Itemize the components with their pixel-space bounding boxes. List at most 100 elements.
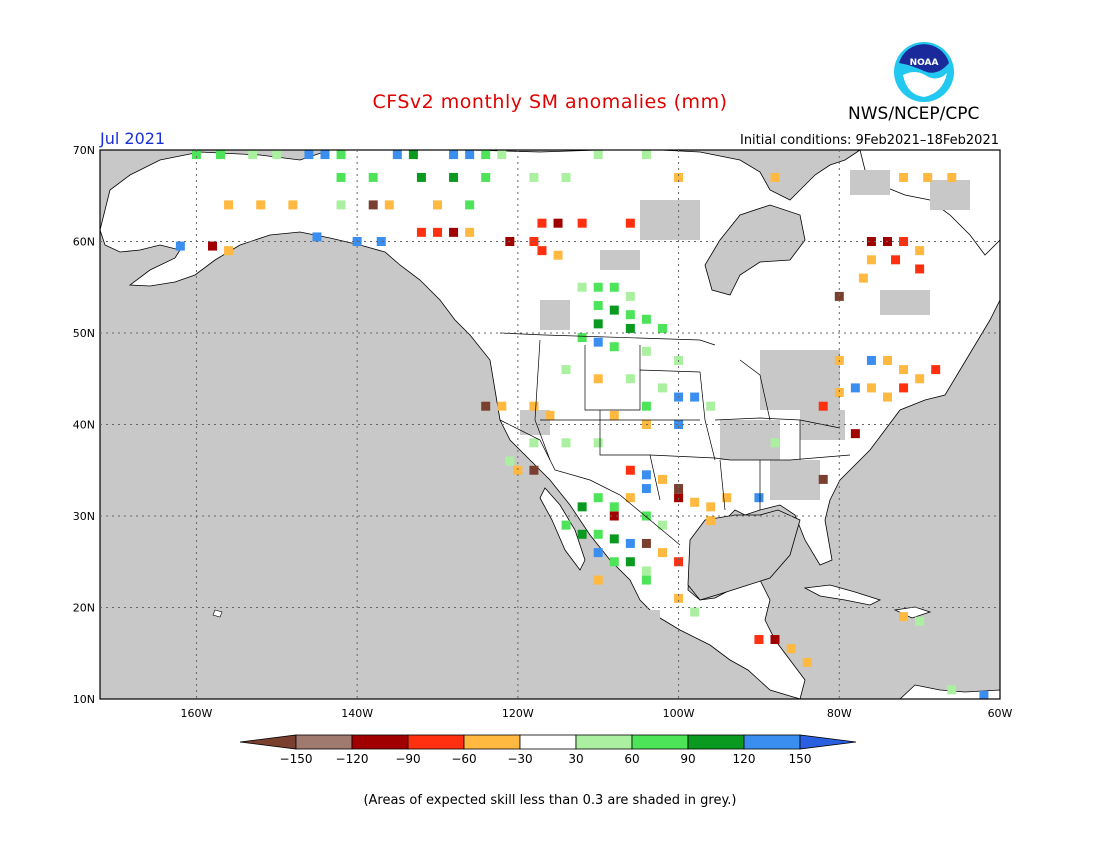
legend-swatch (575, 734, 633, 750)
anomaly-cell (883, 392, 892, 402)
anomaly-cell (641, 484, 651, 494)
forecast-period: Jul 2021 (100, 129, 166, 148)
anomaly-cell (834, 291, 844, 301)
anomaly-cell (513, 465, 523, 475)
anomaly-cell (593, 438, 603, 448)
legend-label: 150 (789, 752, 812, 766)
anomaly-cell (336, 172, 346, 182)
anomaly-cell (272, 150, 282, 160)
anomaly-cell (754, 635, 764, 645)
legend-swatch (687, 734, 745, 750)
anomaly-cell (529, 172, 539, 182)
latitude-label: 50N (73, 327, 95, 340)
anomaly-cell (561, 172, 571, 182)
anomaly-cell (577, 529, 587, 539)
anomaly-cell (915, 246, 925, 256)
anomaly-cell (593, 529, 603, 539)
anomaly-cell (256, 200, 266, 210)
longitude-label: 120W (502, 707, 534, 720)
anomaly-cell (641, 314, 651, 324)
anomaly-cell (866, 255, 876, 265)
legend-label: −90 (395, 752, 420, 766)
anomaly-cell (416, 172, 426, 182)
legend-swatch (743, 734, 801, 750)
anomaly-cell (891, 255, 901, 265)
anomaly-cell (208, 241, 217, 251)
anomaly-cell (248, 150, 258, 160)
anomaly-cell (866, 237, 876, 246)
legend-swatch (295, 734, 353, 750)
legend-label: −60 (451, 752, 476, 766)
anomaly-cell (625, 323, 635, 333)
anomaly-cell (376, 237, 386, 246)
anomaly-cell (609, 410, 619, 420)
legend-label: 60 (624, 752, 639, 766)
legend-label: −120 (336, 752, 369, 766)
anomaly-cell (658, 548, 667, 558)
latitude-label: 60N (73, 236, 95, 249)
anomaly-cell (593, 493, 603, 503)
anomaly-cell (481, 401, 491, 411)
longitude-label: 100W (663, 707, 695, 720)
anomaly-cell (481, 172, 491, 182)
anomaly-cell (625, 465, 635, 475)
anomaly-cell (674, 172, 684, 182)
anomaly-cell (641, 150, 651, 160)
anomaly-cell (866, 355, 876, 365)
anomaly-cell (593, 150, 603, 160)
low-skill-land-patches (520, 170, 970, 635)
anomaly-cell (465, 200, 475, 210)
anomaly-cell (947, 172, 957, 182)
anomaly-cell (802, 657, 812, 667)
anomaly-cell (465, 227, 475, 237)
anomaly-cell (786, 644, 796, 654)
anomaly-cell (505, 456, 515, 466)
anomaly-cell (609, 502, 619, 512)
legend-arrow-high (799, 734, 857, 750)
anomaly-cell (416, 227, 426, 237)
longitude-label: 60W (988, 707, 1013, 720)
anomaly-cell (674, 557, 684, 567)
anomaly-cell (641, 538, 651, 548)
anomaly-cell (625, 374, 635, 384)
anomaly-cell (609, 342, 619, 352)
anomaly-cell (384, 200, 394, 210)
anomaly-cell (625, 557, 635, 567)
anomaly-cell (818, 401, 828, 411)
anomaly-cell (593, 319, 603, 329)
anomaly-cell (336, 200, 346, 210)
anomaly-cell (915, 264, 925, 274)
anomaly-cell (931, 365, 941, 375)
latitude-label: 30N (73, 510, 95, 523)
anomaly-cell (320, 150, 330, 160)
anomaly-cell (674, 593, 684, 603)
anomaly-cell (625, 538, 635, 548)
longitude-label: 160W (180, 707, 212, 720)
anomaly-cell (368, 200, 378, 210)
legend-swatch (407, 734, 465, 750)
anomaly-cell (625, 310, 635, 320)
anomaly-cell (899, 383, 909, 393)
anomaly-cell (674, 420, 684, 429)
legend-swatch (519, 734, 577, 750)
anomaly-cell (770, 438, 780, 448)
anomaly-cell (858, 273, 868, 283)
anomaly-cell (449, 150, 459, 160)
anomaly-cell (497, 401, 507, 411)
anomaly-cell (545, 410, 555, 420)
latitude-label: 40N (73, 419, 95, 432)
anomaly-cell (577, 502, 587, 512)
anomaly-cell (537, 246, 547, 256)
anomaly-cell (899, 172, 909, 182)
anomaly-cell (915, 616, 925, 626)
anomaly-cell (641, 575, 651, 585)
skill-footnote: (Areas of expected skill less than 0.3 a… (363, 793, 737, 808)
anomaly-cell (609, 282, 619, 292)
anomaly-cell (706, 502, 716, 512)
anomaly-cell (706, 401, 716, 411)
anomaly-cell (553, 218, 563, 228)
initial-conditions: Initial conditions: 9Feb2021–18Feb2021 (739, 133, 999, 148)
anomaly-cell (625, 493, 635, 503)
anomaly-cell (754, 493, 764, 503)
anomaly-cell (850, 383, 860, 393)
